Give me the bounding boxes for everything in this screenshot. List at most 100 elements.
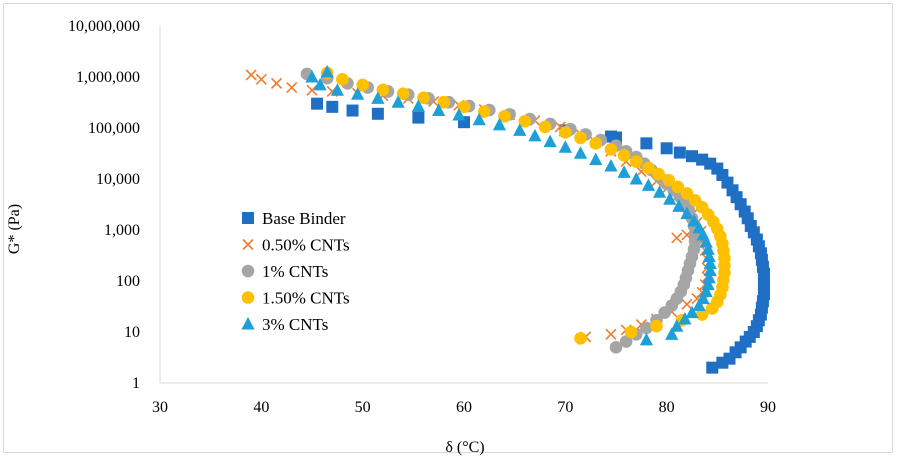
legend-marker-cnt-0-50 (242, 238, 254, 251)
data-point (412, 111, 425, 124)
y-tick-label: 1 (132, 375, 140, 392)
x-tick-label: 50 (355, 399, 371, 416)
y-tick-label: 10,000,000 (68, 18, 140, 35)
data-point (685, 305, 699, 319)
data-point (452, 107, 466, 121)
data-point (641, 178, 656, 191)
legend-marker-base-binder (242, 212, 254, 224)
data-point (270, 77, 283, 89)
data-point (658, 306, 671, 319)
data-point (670, 319, 684, 332)
data-point (617, 149, 631, 162)
data-point (660, 142, 673, 155)
data-point (559, 126, 572, 139)
legend-label-cnt-1-50: 1.50% CNTs (262, 289, 350, 308)
data-point (663, 192, 677, 205)
legend-label-cnt-3: 3% CNTs (262, 315, 328, 334)
data-point (652, 185, 667, 198)
data-point (662, 173, 675, 187)
data-point (678, 311, 692, 325)
data-point (574, 332, 587, 345)
data-point (624, 325, 638, 339)
data-point (411, 99, 425, 112)
x-tick-label: 80 (659, 399, 675, 416)
data-point (701, 242, 715, 255)
data-point (437, 95, 451, 109)
data-point (255, 73, 267, 85)
data-point (311, 97, 324, 110)
data-point (639, 332, 653, 346)
data-point (320, 65, 334, 78)
legend-label-cnt-1: 1% CNTs (262, 262, 328, 281)
data-point (371, 91, 385, 104)
data-point (619, 335, 633, 348)
data-point (701, 277, 715, 291)
data-point (652, 167, 665, 181)
data-point (306, 84, 318, 96)
data-point (695, 308, 709, 321)
data-point (702, 249, 716, 263)
axes: 30 40 50 60 70 80 90 1 10 100 1,000 10,000 100,000 1,… (68, 18, 776, 416)
y-tick-label: 1,000 (104, 222, 140, 239)
data-point (604, 158, 618, 172)
data-point (629, 172, 643, 185)
data-point (396, 87, 410, 101)
series-cnt-1-50 (320, 66, 731, 345)
data-point (696, 153, 709, 166)
data-point (681, 298, 693, 310)
data-point (371, 107, 384, 120)
data-point (703, 256, 717, 270)
data-point (703, 263, 717, 277)
data-point (376, 83, 390, 97)
data-point (672, 199, 686, 212)
x-tick-label: 40 (253, 399, 269, 416)
data-point (673, 146, 686, 159)
data-point (391, 95, 405, 108)
data-point (326, 100, 339, 113)
data-point (336, 73, 349, 86)
series-cnt-3 (305, 65, 717, 346)
data-point (492, 117, 507, 131)
data-point (346, 104, 359, 117)
data-point (604, 143, 618, 156)
data-point (330, 83, 344, 96)
data-point (650, 319, 663, 333)
x-tick-label: 90 (760, 399, 776, 416)
data-point (498, 109, 511, 123)
chart-frame (3, 3, 893, 453)
data-point (558, 140, 572, 153)
data-point (286, 82, 298, 94)
data-point (356, 78, 369, 92)
data-point (680, 206, 694, 220)
data-point (589, 137, 603, 150)
data-point (705, 302, 719, 315)
x-tick-label: 60 (456, 399, 472, 416)
plot-points (245, 65, 770, 374)
legend-marker-cnt-1 (241, 264, 255, 278)
y-tick-label: 100,000 (88, 120, 140, 137)
data-point (417, 91, 430, 105)
data-point (605, 328, 617, 340)
data-point (573, 146, 588, 159)
data-point (706, 361, 719, 374)
y-tick-label: 10,000 (96, 171, 140, 188)
data-point (617, 165, 631, 178)
x-tick-label: 30 (152, 399, 168, 416)
x-tick-label: 70 (557, 399, 573, 416)
data-point (245, 69, 257, 81)
legend-marker-cnt-3 (241, 317, 255, 330)
data-point (313, 77, 327, 91)
data-point (305, 70, 319, 83)
legend-marker-cnt-1-50 (241, 291, 255, 304)
data-point (687, 214, 701, 227)
data-point (472, 112, 486, 126)
data-point (457, 100, 471, 114)
data-point (589, 152, 603, 166)
y-tick-label: 1,000,000 (76, 69, 140, 86)
data-point (528, 128, 542, 142)
data-point (702, 270, 716, 284)
data-point (671, 232, 683, 244)
data-point (351, 87, 365, 100)
data-point (642, 161, 655, 175)
